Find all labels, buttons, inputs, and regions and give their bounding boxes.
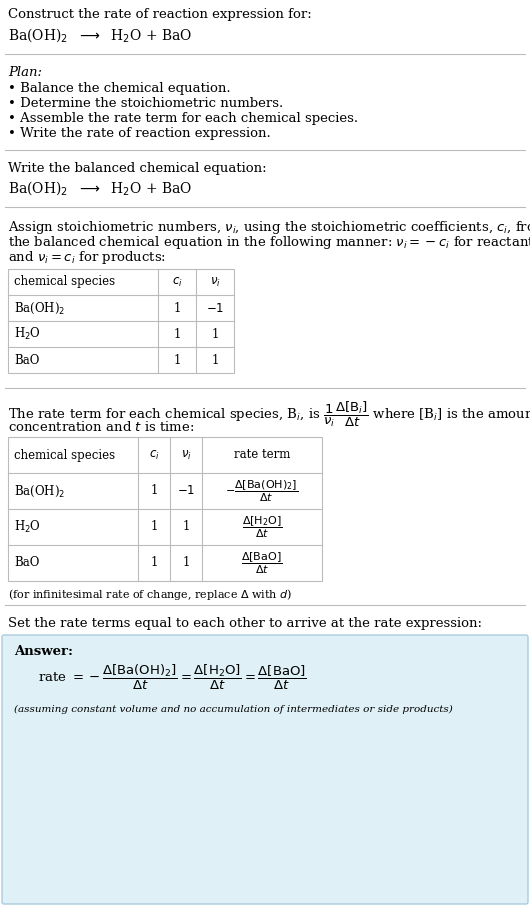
Text: $\dfrac{\Delta[\mathrm{BaO}]}{\Delta t}$: $\dfrac{\Delta[\mathrm{BaO}]}{\Delta t}$	[241, 551, 282, 576]
Text: $\nu_i$: $\nu_i$	[209, 276, 220, 288]
Text: Plan:: Plan:	[8, 66, 42, 79]
Text: H$_2$O: H$_2$O	[14, 326, 41, 342]
Text: Ba(OH)$_2$  $\longrightarrow$  H$_2$O + BaO: Ba(OH)$_2$ $\longrightarrow$ H$_2$O + Ba…	[8, 179, 192, 197]
Text: $-\dfrac{\Delta[\mathrm{Ba(OH)_2}]}{\Delta t}$: $-\dfrac{\Delta[\mathrm{Ba(OH)_2}]}{\Del…	[225, 479, 298, 504]
Text: Construct the rate of reaction expression for:: Construct the rate of reaction expressio…	[8, 8, 312, 21]
Text: 1: 1	[182, 521, 190, 533]
Text: $c_i$: $c_i$	[172, 276, 182, 288]
Bar	[8, 269, 234, 373]
Text: 1: 1	[173, 328, 181, 340]
Text: 1: 1	[173, 301, 181, 315]
Text: (for infinitesimal rate of change, replace $\Delta$ with $d$): (for infinitesimal rate of change, repla…	[8, 587, 292, 602]
Text: BaO: BaO	[14, 353, 39, 367]
Text: 1: 1	[182, 557, 190, 570]
Text: BaO: BaO	[14, 557, 39, 570]
Text: rate $= -\dfrac{\Delta[\mathrm{Ba(OH)_2}]}{\Delta t} = \dfrac{\Delta[\mathrm{H_2: rate $= -\dfrac{\Delta[\mathrm{Ba(OH)_2}…	[38, 662, 307, 692]
Text: and $\nu_i = c_i$ for products:: and $\nu_i = c_i$ for products:	[8, 249, 166, 266]
Text: Ba(OH)$_2$  $\longrightarrow$  H$_2$O + BaO: Ba(OH)$_2$ $\longrightarrow$ H$_2$O + Ba…	[8, 26, 192, 44]
Text: $-1$: $-1$	[177, 484, 195, 498]
Text: H$_2$O: H$_2$O	[14, 519, 41, 535]
Text: $-1$: $-1$	[206, 301, 224, 315]
Text: • Determine the stoichiometric numbers.: • Determine the stoichiometric numbers.	[8, 97, 283, 110]
Text: • Assemble the rate term for each chemical species.: • Assemble the rate term for each chemic…	[8, 112, 358, 125]
Text: chemical species: chemical species	[14, 449, 115, 461]
Text: $\nu_i$: $\nu_i$	[181, 449, 191, 461]
Text: • Write the rate of reaction expression.: • Write the rate of reaction expression.	[8, 127, 271, 140]
Text: the balanced chemical equation in the following manner: $\nu_i = -c_i$ for react: the balanced chemical equation in the fo…	[8, 234, 530, 251]
Text: Ba(OH)$_2$: Ba(OH)$_2$	[14, 483, 65, 499]
Text: Ba(OH)$_2$: Ba(OH)$_2$	[14, 300, 65, 316]
Text: concentration and $t$ is time:: concentration and $t$ is time:	[8, 420, 195, 434]
Text: Write the balanced chemical equation:: Write the balanced chemical equation:	[8, 162, 267, 175]
Text: • Balance the chemical equation.: • Balance the chemical equation.	[8, 82, 231, 95]
Text: 1: 1	[211, 353, 219, 367]
Text: Answer:: Answer:	[14, 645, 73, 658]
Text: (assuming constant volume and no accumulation of intermediates or side products): (assuming constant volume and no accumul…	[14, 705, 453, 714]
Text: 1: 1	[173, 353, 181, 367]
Text: $\dfrac{\Delta[\mathrm{H_2O}]}{\Delta t}$: $\dfrac{\Delta[\mathrm{H_2O}]}{\Delta t}…	[242, 514, 282, 540]
Bar	[8, 437, 322, 581]
Text: 1: 1	[151, 484, 158, 498]
Text: Assign stoichiometric numbers, $\nu_i$, using the stoichiometric coefficients, $: Assign stoichiometric numbers, $\nu_i$, …	[8, 219, 530, 236]
Text: chemical species: chemical species	[14, 276, 115, 288]
Text: 1: 1	[151, 557, 158, 570]
FancyBboxPatch shape	[2, 635, 528, 904]
Text: The rate term for each chemical species, B$_i$, is $\dfrac{1}{\nu_i}\dfrac{\Delt: The rate term for each chemical species,…	[8, 400, 530, 430]
Text: $c_i$: $c_i$	[148, 449, 160, 461]
Text: Set the rate terms equal to each other to arrive at the rate expression:: Set the rate terms equal to each other t…	[8, 617, 482, 630]
Text: rate term: rate term	[234, 449, 290, 461]
Text: 1: 1	[211, 328, 219, 340]
Text: 1: 1	[151, 521, 158, 533]
